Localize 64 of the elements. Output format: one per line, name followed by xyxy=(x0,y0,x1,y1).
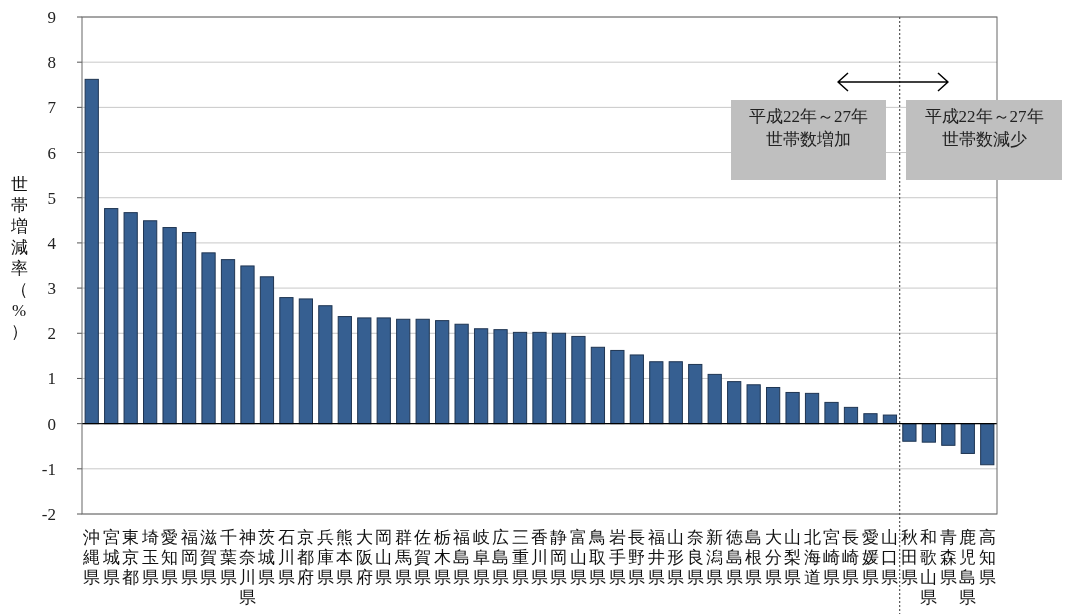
y-tick-label: 5 xyxy=(47,188,56,208)
x-tick-label: 岩手県 xyxy=(608,528,626,587)
x-tick-label: 秋田県 xyxy=(900,528,918,587)
y-tick-label: 8 xyxy=(47,53,56,73)
annotation: 平成22年～27年 xyxy=(924,107,1044,126)
x-tick-label: 三重県 xyxy=(511,528,529,587)
y-tick-label: 2 xyxy=(47,324,56,344)
x-tick-label: 宮崎県 xyxy=(823,528,841,587)
y-axis-title: 世帯増減率（%） xyxy=(9,175,28,341)
x-tick-label: 茨城県 xyxy=(257,528,276,587)
x-tick-label: 長野県 xyxy=(628,528,646,587)
x-tick-label: 高知県 xyxy=(978,528,996,587)
x-tick-label: 東京都 xyxy=(122,528,140,587)
x-tick-label: 鹿児島県 xyxy=(959,528,977,607)
x-tick-label: 岐阜県 xyxy=(472,528,490,587)
y-tick-label: -2 xyxy=(41,505,56,524)
x-tick-label: 富山県 xyxy=(569,528,587,587)
x-tick-label: 長崎県 xyxy=(842,528,860,587)
x-tick-label: 北海道 xyxy=(803,528,821,587)
x-tick-label: 静岡県 xyxy=(550,528,568,587)
y-tick-label: 4 xyxy=(47,233,57,253)
y-tick-label: 6 xyxy=(47,143,56,163)
x-tick-label: 岡山県 xyxy=(375,528,393,587)
x-tick-label: 福岡県 xyxy=(180,528,198,587)
x-tick-label: 福井県 xyxy=(647,528,665,587)
x-tick-label: 京都府 xyxy=(297,528,315,587)
x-tick-label: 沖縄県 xyxy=(82,528,101,587)
y-tick-label: 9 xyxy=(47,8,56,27)
y-tick-label: 7 xyxy=(47,98,57,118)
x-tick-label: 福島県 xyxy=(453,528,471,587)
x-tick-label: 愛知県 xyxy=(161,528,179,587)
x-tick-label: 埼玉県 xyxy=(140,528,159,587)
x-tick-label: 愛媛県 xyxy=(861,528,879,587)
x-tick-label: 大分県 xyxy=(764,528,782,587)
x-tick-label: 佐賀県 xyxy=(414,528,432,587)
x-tick-label: 神奈川県 xyxy=(238,528,256,607)
x-tick-label: 広島県 xyxy=(492,528,510,587)
x-tick-label: 山形県 xyxy=(667,528,685,587)
x-tick-label: 山口県 xyxy=(881,528,899,587)
x-tick-label: 石川県 xyxy=(277,528,295,587)
y-tick-label: 1 xyxy=(47,369,56,389)
x-tick-label: 大阪府 xyxy=(355,528,373,587)
annotation: 世帯数減少 xyxy=(941,130,1027,149)
x-tick-label: 新潟県 xyxy=(706,528,724,587)
y-tick-label: 3 xyxy=(47,279,56,299)
annotation: 世帯数増加 xyxy=(766,130,851,149)
x-tick-label: 栃木県 xyxy=(433,528,451,587)
x-tick-label: 滋賀県 xyxy=(200,528,218,587)
x-tick-label: 和歌山県 xyxy=(920,528,938,607)
x-tick-label: 奈良県 xyxy=(686,528,704,587)
x-tick-label: 青森県 xyxy=(939,528,957,587)
x-tick-label: 鳥取県 xyxy=(588,528,607,587)
annotation: 平成22年～27年 xyxy=(749,107,868,126)
x-tick-label: 熊本県 xyxy=(336,528,354,587)
x-tick-label: 島根県 xyxy=(745,528,763,587)
x-tick-label: 群馬県 xyxy=(393,528,412,587)
x-tick-label: 徳島県 xyxy=(725,528,743,587)
x-tick-label: 宮城県 xyxy=(101,528,120,587)
y-tick-label: -1 xyxy=(41,459,56,479)
x-tick-label: 山梨県 xyxy=(784,528,802,587)
x-tick-label: 千葉県 xyxy=(219,528,237,587)
x-tick-label: 兵庫県 xyxy=(316,528,334,587)
y-tick-label: 0 xyxy=(47,414,56,434)
x-tick-label: 香川県 xyxy=(531,528,548,587)
